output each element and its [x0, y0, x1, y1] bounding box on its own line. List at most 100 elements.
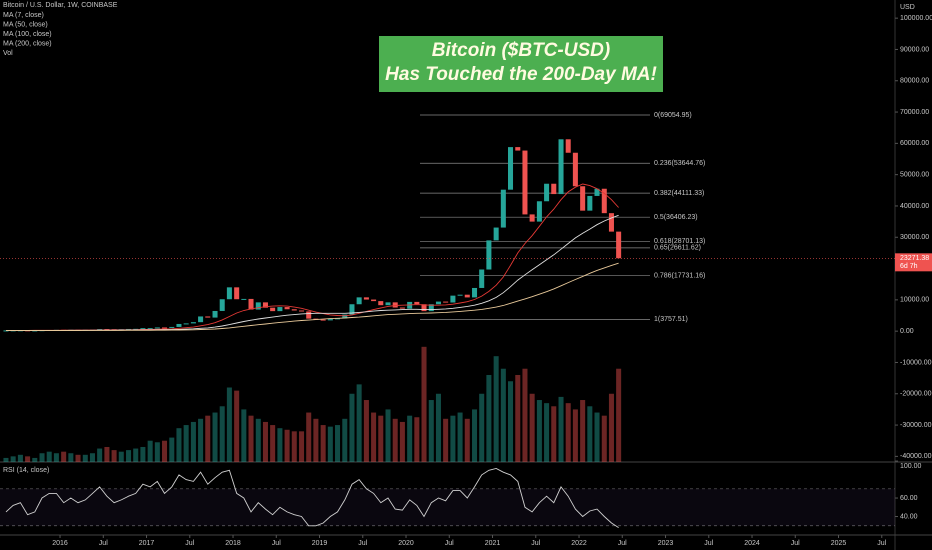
candle — [601, 188, 607, 214]
volume-bar — [421, 346, 427, 462]
rsi-band-fill — [0, 488, 895, 526]
volume-bar — [407, 415, 413, 462]
x-tick-label: Jul — [877, 540, 886, 547]
candle — [176, 323, 182, 327]
volume-bar — [472, 409, 478, 462]
volume-bar — [342, 418, 348, 462]
candle — [335, 318, 341, 320]
volume-bar — [154, 442, 160, 462]
volume-bar — [241, 409, 247, 462]
y-tick-label: 10000.00 — [900, 297, 929, 304]
volume-bar — [544, 403, 550, 462]
volume-bar — [435, 393, 441, 462]
volume-bar — [515, 374, 521, 462]
candle — [320, 319, 326, 321]
y-tick-label: 50000.00 — [900, 172, 929, 179]
volume-bar — [587, 406, 593, 462]
volume-bar — [212, 412, 218, 462]
candle — [522, 150, 528, 215]
x-tick-label: Jul — [531, 540, 540, 547]
x-tick-label: Jul — [704, 540, 713, 547]
candle — [457, 294, 463, 296]
candle — [385, 302, 391, 306]
candle — [580, 186, 586, 211]
candle — [371, 299, 377, 302]
candle — [608, 213, 614, 232]
candle — [428, 304, 434, 312]
x-tick-label: 2024 — [744, 540, 760, 547]
y-tick-label: 0.00 — [900, 328, 914, 335]
volume-bar — [190, 421, 196, 462]
candle — [147, 328, 153, 330]
volume-bar — [558, 396, 564, 462]
candle — [558, 139, 564, 195]
currency-label: USD — [900, 4, 915, 11]
volume-bar — [320, 425, 326, 462]
banner-line: Has Touched the 200-Day MA! — [385, 64, 657, 85]
candle — [169, 326, 175, 328]
x-tick-label: Jul — [99, 540, 108, 547]
candle — [392, 302, 398, 308]
volume-bar — [39, 453, 45, 462]
last-price-label: 23271.38 — [900, 255, 929, 262]
x-tick-label: 2017 — [139, 540, 155, 547]
fib-label: 0.236(53644.76) — [654, 160, 705, 167]
volume-bar — [3, 457, 9, 462]
volume-bar — [205, 415, 211, 462]
x-tick-label: Jul — [272, 540, 281, 547]
candle — [479, 269, 485, 288]
candle — [414, 301, 420, 305]
volume-bar — [255, 418, 261, 462]
x-tick-label: 2020 — [398, 540, 414, 547]
volume-bar — [349, 393, 355, 462]
volume-bar — [133, 448, 139, 462]
indicator-label: MA (7, close) — [3, 12, 44, 19]
volume-bar — [608, 393, 614, 462]
volume-bar — [363, 400, 369, 462]
candle — [399, 307, 405, 309]
candle — [363, 297, 369, 300]
y-tick-label: 80000.00 — [900, 78, 929, 85]
candle — [515, 147, 521, 151]
volume-bar — [464, 418, 470, 462]
volume-bar — [536, 400, 542, 462]
candle — [464, 294, 470, 298]
y-tick-label: 90000.00 — [900, 46, 929, 53]
candle — [378, 301, 384, 306]
y-tick-label: -20000.00 — [900, 391, 932, 398]
fib-label: 0.618(28701.13) — [654, 238, 705, 245]
rsi-title: RSI (14, close) — [3, 467, 49, 474]
volume-bar — [226, 387, 232, 462]
candle — [551, 183, 557, 195]
y-tick-label: 70000.00 — [900, 109, 929, 116]
fib-label: 0.382(44111.33) — [654, 190, 704, 197]
volume-bar — [500, 368, 506, 462]
volume-bar — [32, 457, 38, 462]
volume-bar — [594, 412, 600, 462]
banner-line: Bitcoin ($BTC-USD) — [432, 40, 610, 61]
volume-bar — [198, 418, 204, 462]
volume-bar — [306, 412, 312, 462]
volume-bar — [10, 456, 16, 462]
y-tick-label: -10000.00 — [900, 359, 932, 366]
volume-bar — [284, 429, 290, 462]
candle — [616, 231, 622, 259]
volume-bar — [601, 415, 607, 462]
candle — [262, 302, 268, 308]
volume-bar — [565, 403, 571, 462]
candle — [140, 328, 146, 330]
volume-bar — [46, 451, 52, 462]
volume-bar — [277, 428, 283, 462]
volume-bar — [414, 417, 420, 462]
x-tick-label: 2016 — [52, 540, 68, 547]
volume-bar — [299, 431, 305, 462]
volume-bar — [126, 450, 132, 462]
symbol-title: Bitcoin / U.S. Dollar, 1W, COINBASE — [3, 2, 118, 9]
candle — [349, 304, 355, 315]
candle — [565, 139, 571, 153]
volume-bar — [522, 368, 528, 462]
candle — [572, 152, 578, 187]
volume-bar — [82, 454, 88, 462]
x-tick-label: 2019 — [312, 540, 328, 547]
fib-label: 0.5(36406.23) — [654, 214, 698, 221]
